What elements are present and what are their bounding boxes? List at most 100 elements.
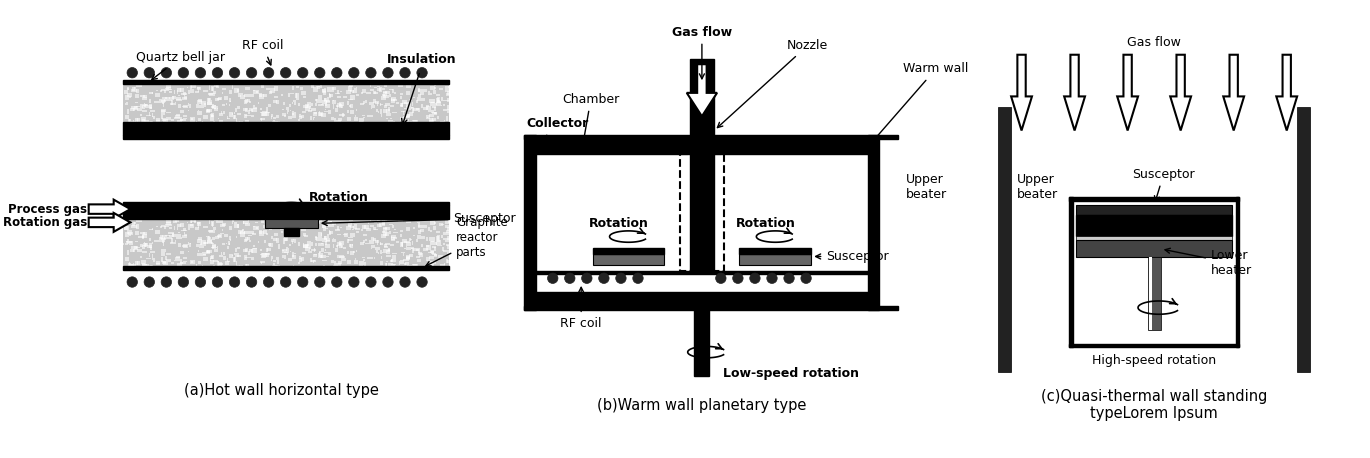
Bar — [164, 237, 169, 239]
Bar — [259, 108, 262, 110]
Bar — [244, 94, 248, 97]
Bar — [356, 231, 359, 233]
Bar — [211, 258, 214, 259]
Bar — [307, 102, 311, 107]
Bar — [269, 243, 270, 246]
Bar — [419, 253, 422, 257]
Bar — [127, 230, 133, 234]
Bar — [129, 234, 132, 236]
Bar — [156, 90, 158, 92]
Bar — [171, 96, 177, 99]
Bar — [319, 251, 321, 253]
Bar — [327, 251, 332, 255]
Bar — [316, 237, 322, 241]
Bar — [318, 112, 323, 116]
Bar — [260, 253, 266, 258]
Bar — [147, 121, 152, 123]
Bar — [404, 108, 407, 109]
Bar — [349, 233, 355, 237]
Bar — [338, 241, 344, 245]
Bar — [323, 266, 325, 268]
Bar — [348, 239, 352, 241]
Bar — [256, 91, 258, 93]
Bar — [212, 237, 215, 240]
Bar — [201, 265, 203, 268]
Bar — [536, 271, 869, 274]
Bar — [219, 219, 223, 224]
Bar — [169, 232, 174, 234]
Circle shape — [382, 67, 393, 78]
Bar — [207, 98, 211, 100]
Bar — [238, 93, 242, 95]
Circle shape — [127, 277, 137, 287]
Bar — [245, 115, 251, 116]
Bar — [189, 117, 195, 121]
Bar — [1148, 257, 1160, 330]
Bar — [448, 245, 452, 250]
Bar — [338, 102, 344, 106]
Bar — [211, 256, 212, 259]
Bar — [188, 224, 193, 226]
Bar — [311, 221, 312, 224]
Bar — [141, 251, 147, 253]
Bar — [436, 93, 440, 96]
Bar — [203, 257, 208, 261]
Bar — [207, 250, 211, 253]
Bar — [199, 244, 204, 248]
Bar — [179, 259, 182, 263]
Bar — [379, 104, 382, 105]
Bar — [126, 239, 129, 241]
Bar — [369, 240, 374, 244]
Bar — [212, 122, 215, 125]
Bar — [160, 115, 163, 120]
Bar — [178, 243, 181, 247]
Bar — [310, 258, 311, 262]
Bar — [393, 99, 397, 101]
Bar — [352, 251, 355, 253]
Bar — [170, 242, 175, 244]
Bar — [353, 88, 358, 90]
Bar — [134, 245, 138, 250]
Bar — [430, 250, 434, 252]
Bar — [211, 246, 214, 248]
Bar — [134, 222, 137, 224]
Bar — [249, 101, 252, 104]
Bar — [253, 245, 255, 247]
Bar — [144, 263, 149, 267]
Bar — [430, 251, 434, 254]
Bar — [377, 224, 381, 227]
Bar — [182, 92, 185, 95]
Bar — [303, 96, 306, 98]
Bar — [253, 90, 259, 94]
Bar — [271, 256, 273, 259]
Bar — [282, 250, 288, 253]
Bar — [175, 115, 179, 118]
Bar — [433, 106, 437, 109]
Bar — [166, 223, 171, 225]
Bar — [322, 238, 327, 242]
Bar — [325, 102, 327, 106]
Bar — [418, 87, 421, 92]
Bar — [289, 93, 293, 94]
Bar — [318, 224, 319, 229]
Bar — [248, 251, 249, 255]
Bar — [412, 241, 414, 245]
Bar — [149, 253, 151, 257]
Bar — [141, 235, 144, 240]
Bar — [147, 257, 151, 259]
Bar — [312, 87, 318, 92]
Bar — [323, 91, 326, 95]
Bar — [219, 113, 223, 115]
Bar — [262, 252, 267, 257]
Text: High-speed rotation: High-speed rotation — [1092, 354, 1217, 367]
Bar — [127, 262, 130, 267]
Bar — [433, 226, 436, 230]
Bar — [136, 118, 138, 122]
Bar — [199, 99, 203, 102]
Bar — [375, 109, 378, 112]
Bar — [141, 105, 145, 109]
Bar — [245, 248, 248, 252]
Bar — [327, 234, 329, 239]
Bar — [197, 111, 201, 115]
Bar — [242, 249, 247, 251]
